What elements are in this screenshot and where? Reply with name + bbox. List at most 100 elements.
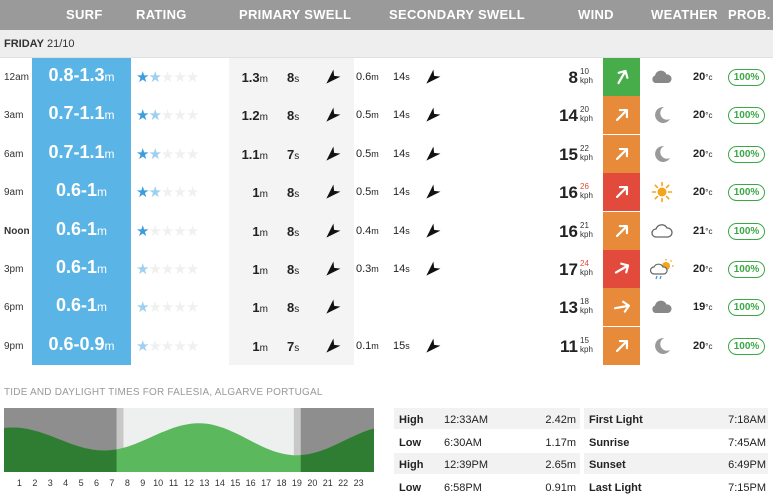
temperature: 19°c [693,301,712,313]
swell-direction-arrow-icon [426,184,441,199]
tide-time: 12:33AM [444,414,489,426]
wind-speed: 8 [568,68,578,87]
secondary-swell-height: 0.5m [356,148,379,160]
probability-badge: 100% [728,145,765,163]
forecast-row: 9pm 0.6-0.9m ★★★★★ 1m 7s 0.1m 15s 11 15 kph 20°c 10… [0,326,773,365]
temperature-unit: °c [705,341,713,351]
tide-hour-tick: 22 [338,478,349,488]
secondary-swell-direction [422,337,442,357]
secondary-swell-height-unit: m [371,225,379,236]
wind-direction-arrow-icon [617,69,629,85]
tide-hour-tick: 12 [183,478,195,488]
primary-swell-period-value: 8 [287,108,295,124]
temperature: 20°c [693,148,712,160]
daylight-time: 7:18AM [728,414,766,426]
swell-direction-arrow-icon [326,69,341,84]
daylight-row: First Light 7:18AM [584,408,768,430]
tide-hour-tick: 3 [47,478,53,488]
swell-direction-arrow-icon [326,338,341,353]
secondary-swell-period-value: 15 [393,339,406,352]
secondary-swell-period: 14s [393,186,410,198]
rating-star-icon: ★ [160,261,174,278]
moon-icon [655,145,670,162]
forecast-row: 6pm 0.6-1m ★★★★★ 1m 8s 13 18 kph 19°c 100% [0,288,773,327]
probability-badge: 100% [728,261,765,278]
secondary-swell-period-unit: s [405,225,410,236]
rating-star-icon: ★ [148,184,161,202]
surf-unit: m [104,338,115,353]
secondary-swell-height: 0.4m [356,225,379,237]
wind-gust: 20 kph [580,105,602,123]
temperature-value: 20 [693,186,706,199]
wind-unit: kph [580,76,593,85]
secondary-swell-height-unit: m [371,187,379,198]
surf-range: 0.8-1.3 [48,65,105,85]
secondary-swell-height-unit: m [371,110,379,121]
row-time: 12am [4,72,30,83]
header-primary-swell: PRIMARY SWELL [239,7,352,22]
tide-hour-tick: 4 [63,478,69,488]
primary-swell-height-value: 1 [252,185,260,201]
secondary-swell-height-unit: m [371,340,379,351]
secondary-swell-period: 15s [393,340,410,352]
probability-badge: 100% [728,184,765,202]
forecast-row: 3pm 0.6-1m ★★★★★ 1m 8s 0.3m 14s 17 24 kph 20°c 100% [0,250,773,288]
secondary-swell-period-value: 14 [393,186,406,199]
tide-hour-tick: 14 [214,478,225,488]
secondary-swell-period: 14s [393,148,410,160]
primary-swell-height-unit: m [259,304,268,316]
tide-hour-tick: 17 [261,478,272,488]
forecast-row: 9am 0.6-1m ★★★★★ 1m 8s 0.5m 14s 16 26 kph 20°c 100% [0,173,773,212]
rating-stars: ★★★★★ [136,145,199,163]
swell-direction-arrow-icon [326,223,341,238]
row-time: 6pm [4,302,24,314]
surf-unit: m [97,185,108,200]
swell-direction-arrow-icon [426,338,441,353]
secondary-swell-period: 14s [393,71,410,83]
wind-direction-arrow-icon [615,147,629,160]
secondary-swell-period-value: 14 [393,224,406,237]
daylight-label: First Light [589,414,643,426]
temperature-value: 20 [693,71,706,83]
wind-direction-box [603,173,640,212]
secondary-swell-height-unit: m [371,72,379,82]
tide-time: 6:30AM [444,436,482,449]
secondary-swell-direction [422,260,442,280]
secondary-swell-height-value: 0.5 [356,147,372,160]
surf-unit: m [97,223,108,238]
wind-direction-arrow-icon [615,339,629,352]
header-rating: RATING [136,7,187,22]
tide-time: 6:58PM [444,481,482,494]
header-weather: WEATHER [651,7,718,22]
tide-hour-tick: 13 [199,478,210,488]
temperature-value: 20 [693,147,706,160]
wind-speed: 11 [560,336,578,356]
row-time: 6am [4,148,24,160]
wind-speed: 13 [559,298,578,318]
primary-swell-height-value: 1.3 [241,70,260,85]
tide-hour-tick: 6 [93,478,100,488]
rating-star-icon: ★ [148,261,161,278]
rating-stars: ★★★★★ [136,68,199,86]
rating-star-icon: ★ [148,222,161,240]
primary-swell-height-unit: m [259,189,268,201]
swell-direction-arrow-icon [326,146,341,161]
primary-swell-direction [322,106,342,126]
primary-swell-height: 1.1m [238,147,268,162]
temperature: 21°c [693,225,712,237]
rating-star-icon: ★ [136,184,149,202]
wind-gust: 26 kph [580,182,602,200]
wind-direction-arrow-icon [615,109,629,122]
secondary-swell-height-value: 0.5 [356,186,372,199]
cloud-outline-icon [651,223,673,238]
secondary-swell-height-value: 0.6 [356,71,372,83]
wind-unit: kph [580,268,593,277]
tide-hour-tick: 16 [245,478,256,488]
primary-swell-period: 8s [287,262,299,277]
swell-direction-arrow-icon [426,69,441,84]
swell-direction-arrow-icon [326,261,341,276]
probability-badge: 100% [728,299,765,317]
surf-height: 0.6-0.9m [32,334,131,355]
tide-kind: High [399,459,424,471]
header-surf: SURF [66,7,103,22]
